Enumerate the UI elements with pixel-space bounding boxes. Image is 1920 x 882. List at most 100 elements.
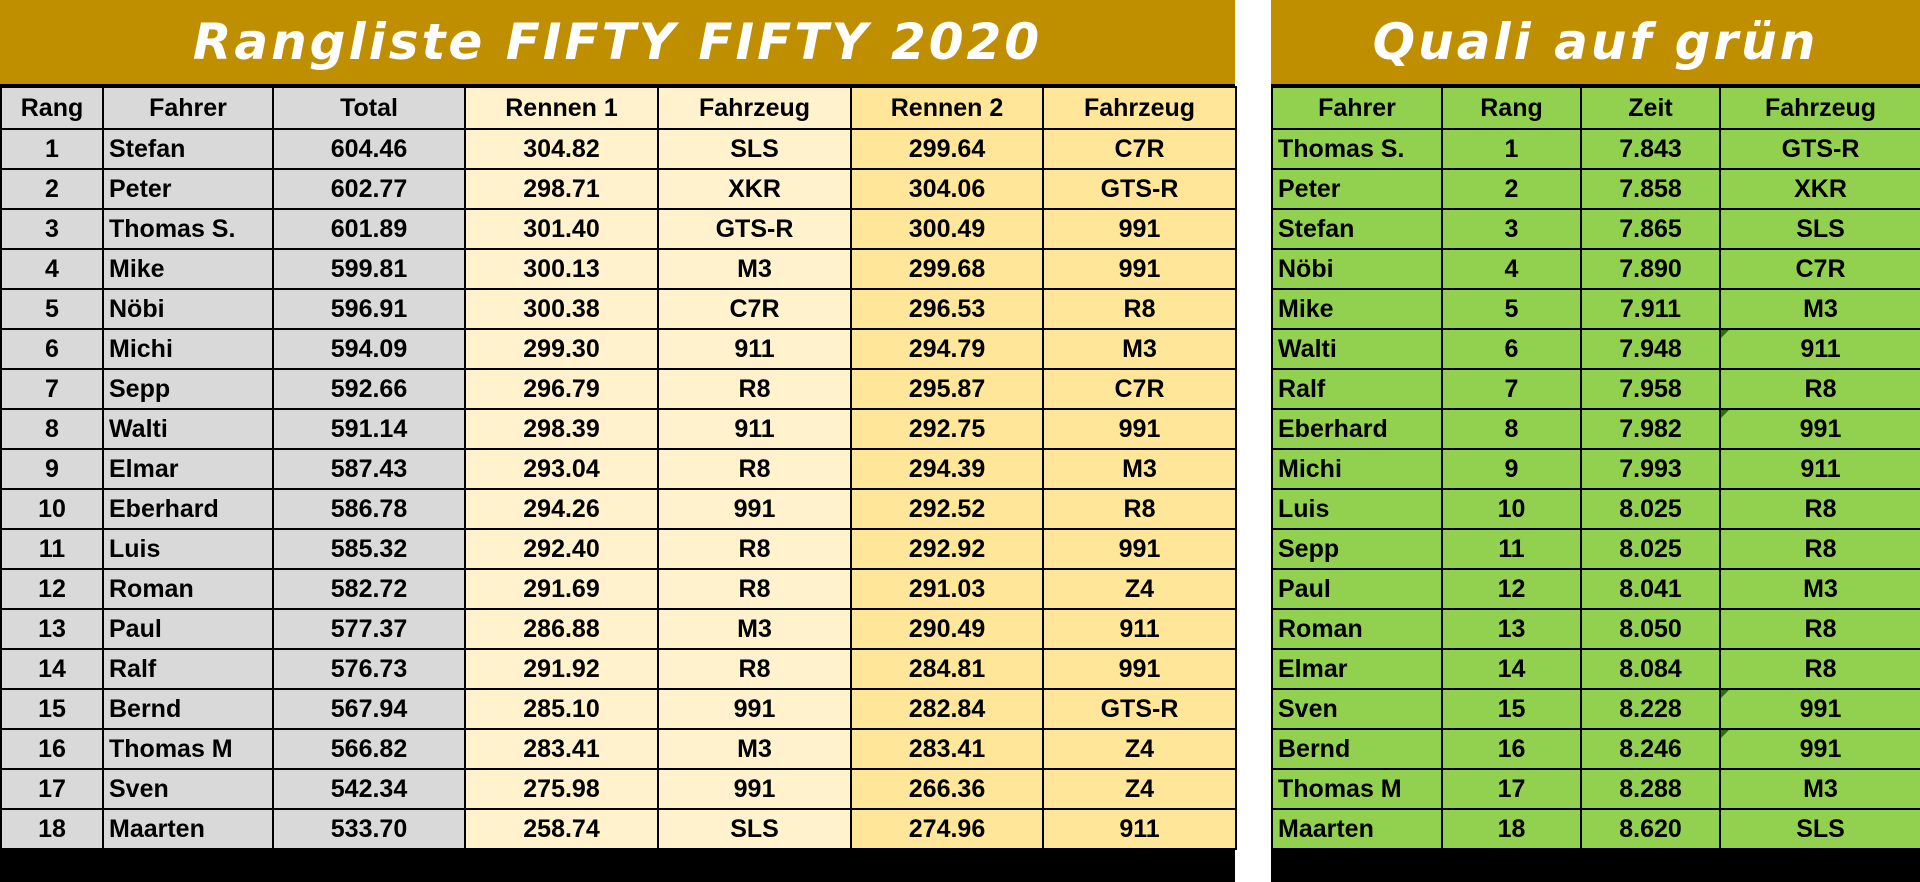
race2-cell: 300.49 [850, 208, 1044, 250]
driver-cell: Maarten [102, 808, 274, 850]
ranking-row: 14 Ralf 576.73 291.92 R8 284.81 991 [0, 648, 1237, 690]
race1-cell: 296.79 [464, 368, 659, 410]
quali-rank-cell: 5 [1441, 288, 1582, 330]
header-race2: Rennen 2 [850, 86, 1044, 130]
quali-rank-cell: 18 [1441, 808, 1582, 850]
quali-row: Nöbi 4 7.890 C7R [1271, 248, 1920, 290]
car1-cell: R8 [657, 648, 852, 690]
race1-cell: 301.40 [464, 208, 659, 250]
ranking-row: 18 Maarten 533.70 258.74 SLS 274.96 911 [0, 808, 1237, 850]
total-cell: 591.14 [272, 408, 466, 450]
quali-time-cell: 7.865 [1580, 208, 1721, 250]
total-cell: 592.66 [272, 368, 466, 410]
race1-cell: 291.92 [464, 648, 659, 690]
quali-rank-cell: 9 [1441, 448, 1582, 490]
driver-cell: Sepp [102, 368, 274, 410]
car2-cell: 991 [1042, 208, 1237, 250]
ranking-title: Rangliste FIFTY FIFTY 2020 [0, 0, 1235, 86]
quali-driver-cell: Stefan [1271, 208, 1443, 250]
quali-driver-cell: Bernd [1271, 728, 1443, 770]
race2-cell: 294.79 [850, 328, 1044, 370]
driver-cell: Sven [102, 768, 274, 810]
quali-rank-cell: 6 [1441, 328, 1582, 370]
race2-cell: 292.92 [850, 528, 1044, 570]
quali-row: Thomas M 17 8.288 M3 [1271, 768, 1920, 810]
quali-time-cell: 8.288 [1580, 768, 1721, 810]
quali-rank-cell: 4 [1441, 248, 1582, 290]
race2-cell: 282.84 [850, 688, 1044, 730]
race1-cell: 285.10 [464, 688, 659, 730]
total-cell: 577.37 [272, 608, 466, 650]
rank-cell: 17 [0, 768, 104, 810]
ranking-row: 4 Mike 599.81 300.13 M3 299.68 991 [0, 248, 1237, 290]
rank-cell: 12 [0, 568, 104, 610]
ranking-row: 9 Elmar 587.43 293.04 R8 294.39 M3 [0, 448, 1237, 490]
total-cell: 602.77 [272, 168, 466, 210]
header-rank: Rang [0, 86, 104, 130]
quali-row: Sepp 11 8.025 R8 [1271, 528, 1920, 570]
ranking-header-row: Rang Fahrer Total Rennen 1 Fahrzeug Renn… [0, 86, 1237, 130]
header-car1: Fahrzeug [657, 86, 852, 130]
car2-cell: C7R [1042, 128, 1237, 170]
quali-rank-cell: 3 [1441, 208, 1582, 250]
quali-car-cell: M3 [1719, 768, 1920, 810]
total-cell: 576.73 [272, 648, 466, 690]
header-car2: Fahrzeug [1042, 86, 1237, 130]
car1-cell: 991 [657, 768, 852, 810]
ranking-row: 13 Paul 577.37 286.88 M3 290.49 911 [0, 608, 1237, 650]
total-cell: 594.09 [272, 328, 466, 370]
quali-driver-cell: Michi [1271, 448, 1443, 490]
quali-row: Paul 12 8.041 M3 [1271, 568, 1920, 610]
quali-row: Mike 5 7.911 M3 [1271, 288, 1920, 330]
quali-time-cell: 8.084 [1580, 648, 1721, 690]
quali-rank-cell: 17 [1441, 768, 1582, 810]
driver-cell: Nöbi [102, 288, 274, 330]
car1-cell: 911 [657, 408, 852, 450]
race1-cell: 275.98 [464, 768, 659, 810]
quali-title: Quali auf grün [1271, 0, 1920, 86]
ranking-row: 15 Bernd 567.94 285.10 991 282.84 GTS-R [0, 688, 1237, 730]
quali-row: Sven 15 8.228 991 [1271, 688, 1920, 730]
quali-driver-cell: Luis [1271, 488, 1443, 530]
quali-row: Ralf 7 7.958 R8 [1271, 368, 1920, 410]
driver-cell: Mike [102, 248, 274, 290]
total-cell: 596.91 [272, 288, 466, 330]
total-cell: 566.82 [272, 728, 466, 770]
race2-cell: 299.68 [850, 248, 1044, 290]
car2-cell: 991 [1042, 408, 1237, 450]
quali-rank-cell: 10 [1441, 488, 1582, 530]
quali-row: Elmar 14 8.084 R8 [1271, 648, 1920, 690]
quali-row: Thomas S. 1 7.843 GTS-R [1271, 128, 1920, 170]
quali-driver-cell: Elmar [1271, 648, 1443, 690]
driver-cell: Peter [102, 168, 274, 210]
ranking-table: Rang Fahrer Total Rennen 1 Fahrzeug Renn… [0, 86, 1237, 850]
car2-cell: Z4 [1042, 768, 1237, 810]
rank-cell: 10 [0, 488, 104, 530]
race2-cell: 294.39 [850, 448, 1044, 490]
quali-header-row: Fahrer Rang Zeit Fahrzeug [1271, 86, 1920, 130]
car1-cell: SLS [657, 808, 852, 850]
quali-header-rank: Rang [1441, 86, 1582, 130]
quali-row: Peter 2 7.858 XKR [1271, 168, 1920, 210]
rank-cell: 6 [0, 328, 104, 370]
quali-time-cell: 7.890 [1580, 248, 1721, 290]
ranking-row: 10 Eberhard 586.78 294.26 991 292.52 R8 [0, 488, 1237, 530]
quali-driver-cell: Nöbi [1271, 248, 1443, 290]
ranking-row: 11 Luis 585.32 292.40 R8 292.92 991 [0, 528, 1237, 570]
rank-cell: 13 [0, 608, 104, 650]
quali-driver-cell: Maarten [1271, 808, 1443, 850]
driver-cell: Elmar [102, 448, 274, 490]
ranking-row: 5 Nöbi 596.91 300.38 C7R 296.53 R8 [0, 288, 1237, 330]
quali-car-cell: R8 [1719, 488, 1920, 530]
car1-cell: XKR [657, 168, 852, 210]
race2-cell: 291.03 [850, 568, 1044, 610]
quali-car-cell: 991 [1719, 408, 1920, 450]
quali-driver-cell: Mike [1271, 288, 1443, 330]
quali-car-cell: C7R [1719, 248, 1920, 290]
car1-cell: R8 [657, 448, 852, 490]
car2-cell: GTS-R [1042, 688, 1237, 730]
driver-cell: Roman [102, 568, 274, 610]
total-cell: 585.32 [272, 528, 466, 570]
ranking-row: 8 Walti 591.14 298.39 911 292.75 991 [0, 408, 1237, 450]
driver-cell: Michi [102, 328, 274, 370]
